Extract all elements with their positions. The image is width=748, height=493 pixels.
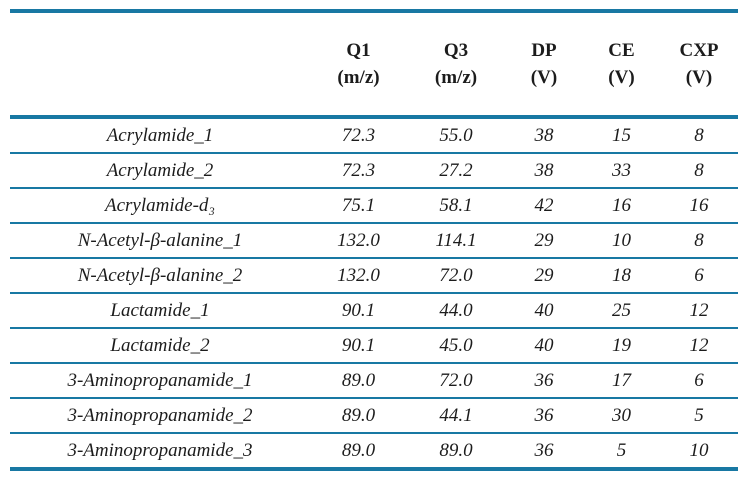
q3-value-cell: 27.2 [407, 153, 505, 189]
compound-name-cell: Acrylamide_2 [10, 153, 310, 189]
q3-value-cell: 44.0 [407, 293, 505, 329]
ce-value-cell: 17 [583, 363, 660, 399]
table-body: Acrylamide_1 72.3 55.0 38 15 8 Acrylamide_2 72.… [10, 117, 738, 469]
q3-value-cell: 45.0 [407, 328, 505, 364]
ce-value-cell: 15 [583, 117, 660, 154]
dp-value-cell: 29 [505, 223, 583, 259]
table-row: Acrylamide-d₃ 75.1 58.1 42 16 16 [10, 188, 738, 224]
dp-value-cell: 36 [534, 439, 554, 461]
q3-value-cell: 72.0 [407, 258, 505, 294]
q3-value-cell: 58.1 [407, 188, 505, 224]
header-row: Q1 (m/z) Q3 (m/z) DP (V) CE (V) CXP (V [10, 11, 738, 119]
table-row: Acrylamide_1 72.3 55.0 38 15 8 [10, 117, 738, 154]
cxp-value-cell: 8 [660, 223, 738, 259]
table-header: Q1 (m/z) Q3 (m/z) DP (V) CE (V) CXP (V [10, 11, 738, 119]
q1-value-cell: 132.0 [310, 258, 407, 294]
cxp-header-cell: CXP (V) [660, 11, 738, 119]
header-line1: CE [608, 40, 635, 61]
dp-value-cell: 36 [505, 398, 583, 434]
header-line1: Q1 [346, 40, 371, 61]
q1-value-cell: 72.3 [310, 117, 407, 154]
ce-value-cell: 18 [583, 258, 660, 294]
ce-value-cell: 16 [583, 188, 660, 224]
q1-value-cell: 90.1 [310, 293, 407, 329]
q1-value-cell: 72.3 [310, 153, 407, 189]
table-row: N-Acetyl-β-alanine_1 132.0 114.1 29 10 8 [10, 223, 738, 259]
ce-value-cell: 30 [583, 398, 660, 434]
q3-value-cell: 114.1 [407, 223, 505, 259]
q1-header-cell: Q1 (m/z) [310, 11, 407, 119]
cxp-value-cell: 10 [689, 439, 709, 461]
ce-header-cell: CE (V) [583, 11, 660, 119]
q3-value-cell: 89.0 [439, 439, 473, 461]
header-line2: (V) [530, 67, 558, 88]
q1-value-cell: 89.0 [310, 363, 407, 399]
ce-value-cell: 33 [583, 153, 660, 189]
dp-value-cell: 40 [505, 293, 583, 329]
q3-value-cell: 55.0 [407, 117, 505, 154]
cxp-value-cell: 12 [660, 328, 738, 364]
compound-name-cell: N-Acetyl-β-alanine_2 [10, 258, 310, 294]
header-line2: (V) [608, 67, 635, 88]
ce-value-cell: 10 [583, 223, 660, 259]
compound-name-cell: N-Acetyl-β-alanine_1 [10, 223, 310, 259]
compound-name-cell: Lactamide_2 [10, 328, 310, 364]
table-row: Lactamide_2 90.1 45.0 40 19 12 [10, 328, 738, 364]
q1-value-cell: 75.1 [310, 188, 407, 224]
table-row: 3-Aminopropanamide_1 89.0 72.0 36 17 6 [10, 363, 738, 399]
dp-value-cell: 36 [505, 363, 583, 399]
dp-value-cell: 40 [505, 328, 583, 364]
q3-value-cell: 44.1 [407, 398, 505, 434]
table-row: N-Acetyl-β-alanine_2 132.0 72.0 29 18 6 [10, 258, 738, 294]
cxp-value-cell: 16 [660, 188, 738, 224]
header-line1: DP [531, 40, 557, 61]
ce-value-cell: 25 [583, 293, 660, 329]
cxp-value-cell: 6 [660, 258, 738, 294]
header-line1: Q3 [443, 40, 469, 61]
table-row: Lactamide_1 90.1 44.0 40 25 12 [10, 293, 738, 329]
header-line1: CXP [679, 40, 719, 61]
compound-name-cell: 3-Aminopropanamide_2 [10, 398, 310, 434]
dp-value-cell: 38 [505, 117, 583, 154]
q1-value-cell: 132.0 [310, 223, 407, 259]
ce-value-cell: 19 [583, 328, 660, 364]
header-line2: (m/z) [337, 67, 380, 88]
compound-name-cell: 3-Aminopropanamide_1 [10, 363, 310, 399]
cxp-value-cell: 6 [660, 363, 738, 399]
table-row: 3-Aminopropanamide_2 89.0 44.1 36 30 5 [10, 398, 738, 434]
q3-header-cell: Q3 (m/z) [407, 11, 505, 119]
header-line2: (m/z) [434, 67, 478, 88]
compound-name-header-cell [10, 11, 310, 119]
compound-name-cell: Acrylamide_1 [10, 117, 310, 154]
cxp-value-cell: 8 [660, 117, 738, 154]
dp-value-cell: 29 [505, 258, 583, 294]
cxp-value-cell: 12 [660, 293, 738, 329]
dp-header-cell: DP (V) [505, 11, 583, 119]
cxp-value-cell: 5 [660, 398, 738, 434]
q1-value-cell: 89.0 [310, 398, 407, 434]
compound-name-cell: Acrylamide-d₃ [10, 188, 310, 224]
compound-name-cell: 3-Aminopropanamide_3 [67, 439, 253, 461]
table-row: 3-Aminopropanamide_3 89.0 89.0 36 5 10 [10, 433, 738, 469]
mrm-parameters-table: Q1 (m/z) Q3 (m/z) DP (V) CE (V) CXP (V [10, 9, 738, 471]
header-line2: (V) [685, 67, 713, 88]
cxp-value-cell: 8 [660, 153, 738, 189]
compound-name-cell: Lactamide_1 [10, 293, 310, 329]
q1-value-cell: 89.0 [341, 439, 376, 461]
q1-value-cell: 90.1 [310, 328, 407, 364]
dp-value-cell: 42 [505, 188, 583, 224]
q3-value-cell: 72.0 [407, 363, 505, 399]
table-row: Acrylamide_2 72.3 27.2 38 33 8 [10, 153, 738, 189]
dp-value-cell: 38 [505, 153, 583, 189]
ce-value-cell: 5 [616, 439, 627, 461]
